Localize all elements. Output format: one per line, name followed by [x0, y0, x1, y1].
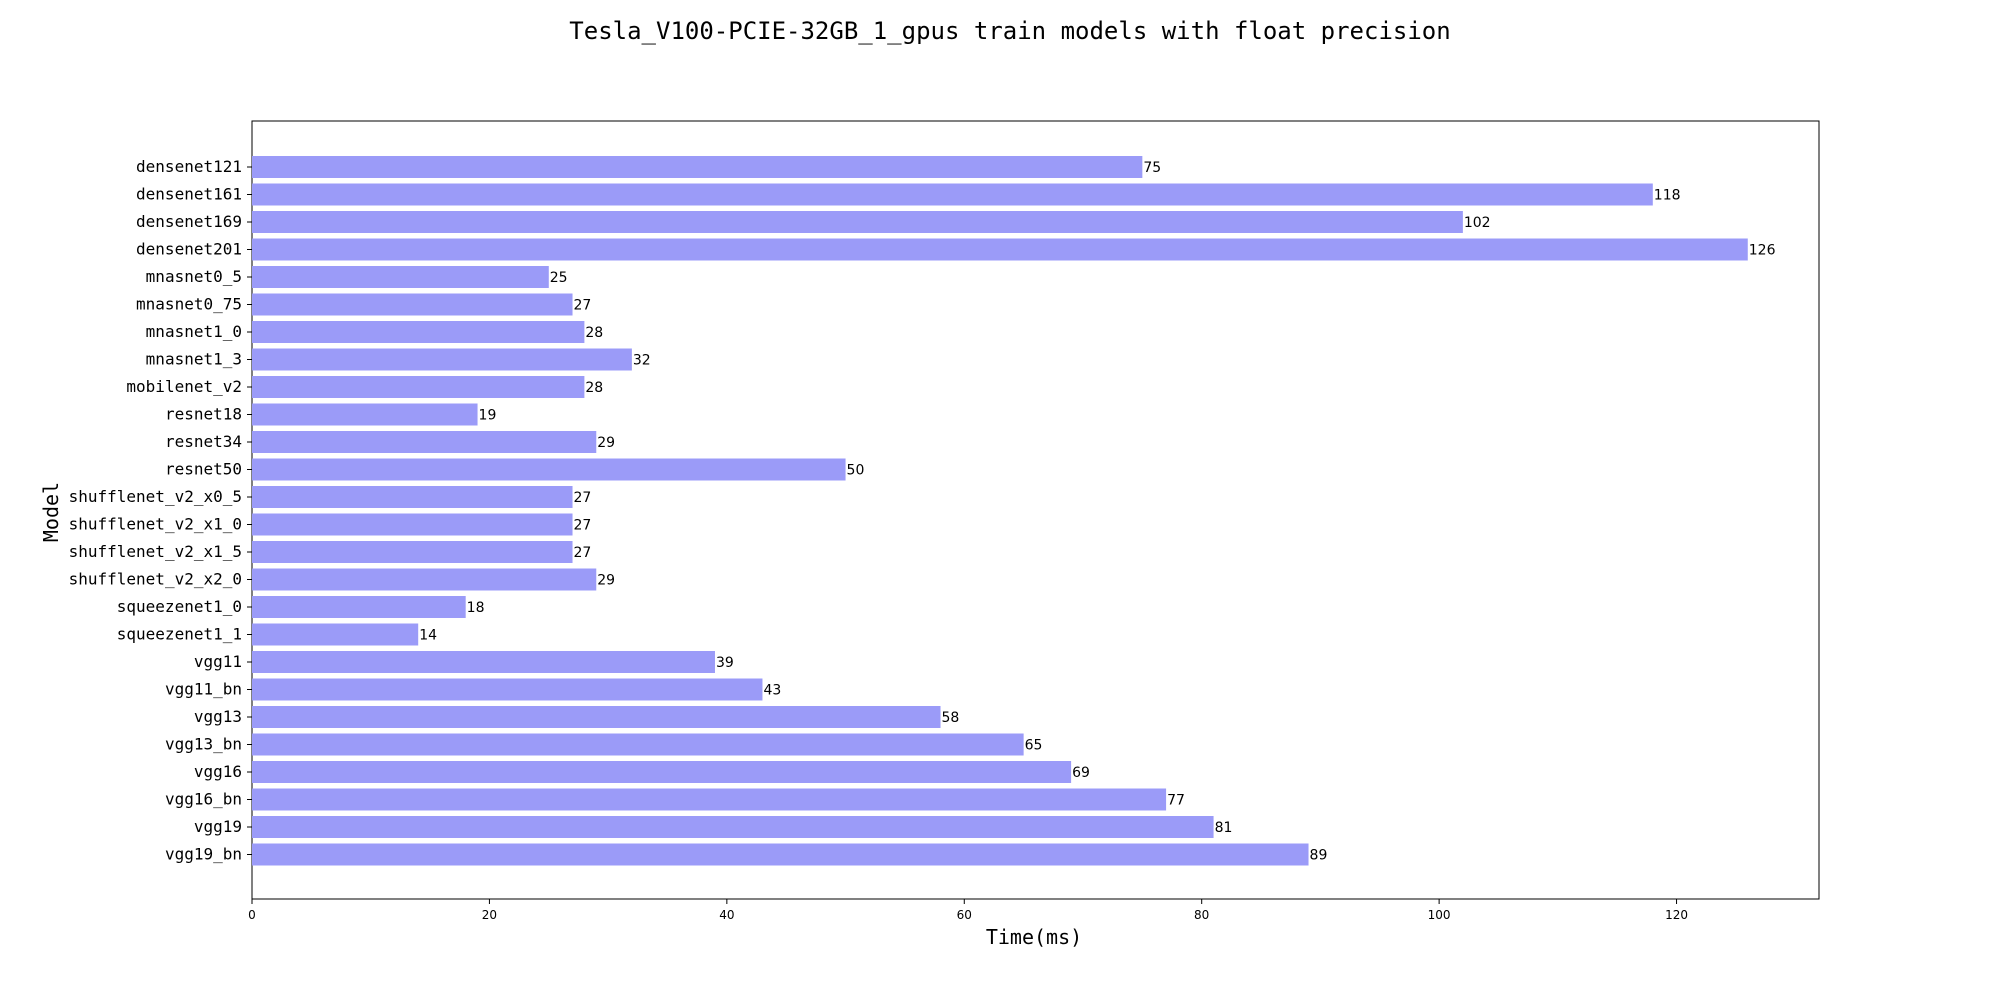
bar-mnasnet1_3 [252, 348, 632, 371]
bar-resnet50 [252, 458, 846, 481]
category-label-vgg11_bn: vgg11_bn [165, 680, 242, 699]
x-tick-label-60: 60 [957, 908, 972, 922]
value-label-shufflenet_v2_x0_5: 27 [574, 490, 592, 506]
value-label-shufflenet_v2_x1_5: 27 [574, 545, 592, 561]
category-label-shufflenet_v2_x2_0: shufflenet_v2_x2_0 [69, 570, 242, 589]
value-label-densenet169: 102 [1464, 215, 1491, 231]
category-label-densenet169: densenet169 [136, 212, 242, 231]
bar-mnasnet0_75 [252, 293, 573, 316]
value-label-shufflenet_v2_x2_0: 29 [597, 573, 615, 589]
category-label-mnasnet0_75: mnasnet0_75 [136, 295, 242, 314]
category-label-vgg19: vgg19 [194, 817, 242, 836]
category-label-shufflenet_v2_x1_5: shufflenet_v2_x1_5 [69, 542, 242, 561]
x-tick-label-120: 120 [1665, 908, 1688, 922]
value-label-densenet161: 118 [1654, 188, 1681, 204]
value-label-resnet34: 29 [597, 435, 615, 451]
x-tick-label-40: 40 [719, 908, 734, 922]
value-label-shufflenet_v2_x1_0: 27 [574, 518, 592, 534]
bar-shufflenet_v2_x1_5 [252, 541, 573, 563]
value-label-resnet50: 50 [847, 463, 865, 479]
category-label-vgg13: vgg13 [194, 707, 242, 726]
x-tick-label-20: 20 [482, 908, 497, 922]
bar-vgg16 [252, 761, 1072, 783]
category-label-densenet201: densenet201 [136, 240, 242, 259]
value-label-mnasnet1_0: 28 [585, 325, 603, 341]
value-label-resnet18: 19 [479, 408, 497, 424]
category-label-vgg16: vgg16 [194, 762, 242, 781]
category-label-shufflenet_v2_x0_5: shufflenet_v2_x0_5 [69, 487, 242, 506]
bar-vgg11_bn [252, 678, 763, 701]
category-labels: densenet121 densenet161 densenet169 densene… [69, 157, 252, 864]
value-label-densenet121: 75 [1143, 160, 1161, 176]
x-tick-label-0: 0 [248, 908, 256, 922]
x-axis-label: Time(ms) [986, 925, 1082, 949]
value-label-squeezenet1_1: 14 [419, 628, 437, 644]
value-label-squeezenet1_0: 18 [467, 600, 485, 616]
value-label-vgg11: 39 [716, 655, 734, 671]
category-label-mnasnet0_5: mnasnet0_5 [146, 267, 242, 286]
category-label-resnet18: resnet18 [165, 405, 242, 424]
x-tick-label-100: 100 [1428, 908, 1451, 922]
value-label-mnasnet0_5: 25 [550, 270, 568, 286]
category-label-mobilenet_v2: mobilenet_v2 [126, 377, 242, 396]
value-label-mnasnet0_75: 27 [574, 298, 592, 314]
value-label-vgg16: 69 [1072, 765, 1090, 781]
category-label-densenet121: densenet121 [136, 157, 242, 176]
bar-squeezenet1_1 [252, 623, 419, 646]
category-label-vgg16_bn: vgg16_bn [165, 790, 242, 809]
value-label-vgg16_bn: 77 [1167, 793, 1185, 809]
category-label-vgg11: vgg11 [194, 652, 242, 671]
category-label-densenet161: densenet161 [136, 185, 242, 204]
bar-vgg13_bn [252, 733, 1024, 756]
category-label-vgg13_bn: vgg13_bn [165, 735, 242, 754]
plot-frame [251, 120, 1820, 900]
bar-mobilenet_v2 [252, 376, 585, 398]
bar-densenet201 [252, 238, 1748, 261]
value-label-vgg19: 81 [1215, 820, 1233, 836]
bar-squeezenet1_0 [252, 596, 466, 618]
category-label-mnasnet1_0: mnasnet1_0 [146, 322, 242, 341]
y-axis-label: Model [39, 482, 63, 542]
category-label-vgg19_bn: vgg19_bn [165, 845, 242, 864]
value-label-densenet201: 126 [1749, 243, 1776, 259]
bar-shufflenet_v2_x2_0 [252, 568, 597, 591]
x-tick-label-80: 80 [1194, 908, 1209, 922]
value-label-mobilenet_v2: 28 [585, 380, 603, 396]
value-label-vgg13_bn: 65 [1025, 738, 1043, 754]
bar-resnet34 [252, 431, 597, 453]
bar-densenet169 [252, 211, 1463, 233]
category-label-shufflenet_v2_x1_0: shufflenet_v2_x1_0 [69, 515, 242, 534]
category-label-resnet34: resnet34 [165, 432, 242, 451]
bar-mnasnet0_5 [252, 266, 549, 288]
bar-vgg19 [252, 816, 1214, 838]
category-label-mnasnet1_3: mnasnet1_3 [146, 350, 242, 369]
bar-mnasnet1_0 [252, 321, 585, 343]
bar-vgg19_bn [252, 843, 1309, 866]
value-label-vgg11_bn: 43 [763, 683, 781, 699]
category-label-resnet50: resnet50 [165, 460, 242, 479]
bar-shufflenet_v2_x0_5 [252, 486, 573, 508]
x-axis-ticks: 0 20 40 60 80 100 120 [248, 899, 1688, 922]
bar-densenet161 [252, 183, 1653, 206]
bar-vgg13 [252, 706, 941, 728]
value-label-vgg13: 58 [942, 710, 960, 726]
bar-shufflenet_v2_x1_0 [252, 513, 573, 536]
chart-title: Tesla_V100-PCIE-32GB_1_gpus train models… [569, 17, 1450, 45]
category-label-squeezenet1_0: squeezenet1_0 [117, 597, 242, 616]
bar-resnet18 [252, 403, 478, 426]
value-label-vgg19_bn: 89 [1310, 848, 1328, 864]
bar-vgg11 [252, 651, 715, 673]
value-label-mnasnet1_3: 32 [633, 353, 651, 369]
bar-vgg16_bn [252, 788, 1167, 811]
bar-densenet121 [252, 156, 1143, 178]
category-label-squeezenet1_1: squeezenet1_1 [117, 625, 242, 644]
bars-layer: 75 118 102 126 25 27 28 32 28 19 29 50 27 27 27 29 18 14 3… [252, 156, 1776, 866]
